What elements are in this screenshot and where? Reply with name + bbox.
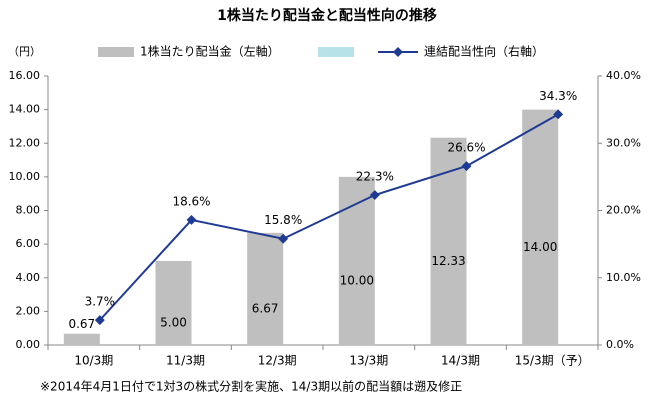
- bar-value-label: 10.00: [340, 273, 374, 287]
- y-tick-label: 2.00: [16, 304, 41, 317]
- footnote: ※2014年4月1日付で1対3の株式分割を実施、14/3期以前の配当額は遡及修正: [40, 379, 462, 394]
- line-value-label: 26.6%: [447, 141, 485, 155]
- legend-label: 連結配当性向（右軸）: [424, 44, 544, 59]
- x-tick-label: 11/3期: [166, 354, 205, 368]
- y-tick-label: 14.00: [9, 103, 41, 116]
- y-tick-label: 0.00: [16, 338, 41, 351]
- y-tick-label: 6.00: [16, 237, 41, 250]
- line-value-label: 22.3%: [356, 170, 394, 184]
- line-value-label: 15.8%: [264, 213, 302, 227]
- line-value-label: 18.6%: [172, 194, 210, 208]
- bar-value-label: 14.00: [523, 240, 557, 254]
- legend-label: 1株当たり配当金（左軸）: [140, 44, 280, 59]
- y-tick-label: 16.00: [9, 69, 41, 82]
- x-tick-label: 10/3期: [74, 354, 113, 368]
- chart-title: 1株当たり配当金と配当性向の推移: [217, 7, 437, 24]
- x-tick-label: 13/3期: [349, 354, 388, 368]
- x-tick-label: 15/3期（予）: [515, 354, 590, 368]
- y2-tick-label: 30.0%: [606, 136, 641, 149]
- legend-swatch: [318, 47, 354, 57]
- bar-value-label: 12.33: [431, 254, 465, 268]
- bar: [338, 176, 375, 345]
- y-axis-label: （円）: [8, 45, 41, 58]
- line-value-label: 34.3%: [539, 89, 577, 103]
- bar-value-label: 5.00: [160, 315, 187, 329]
- y-tick-label: 8.00: [16, 204, 41, 217]
- bar: [155, 260, 192, 345]
- y-tick-label: 12.00: [9, 136, 41, 149]
- x-tick-label: 14/3期: [441, 354, 480, 368]
- line-marker: [461, 161, 472, 172]
- y2-tick-label: 20.0%: [606, 204, 641, 217]
- x-tick-label: 12/3期: [258, 354, 297, 368]
- line-marker: [186, 214, 197, 225]
- bar: [63, 333, 100, 345]
- legend-swatch: [98, 47, 134, 57]
- line-marker: [553, 109, 564, 120]
- bar-value-label: 0.67: [68, 317, 95, 331]
- bar-value-label: 6.67: [252, 301, 279, 315]
- line-marker: [369, 190, 380, 200]
- legend-marker: [393, 47, 403, 57]
- y2-tick-label: 0.0%: [606, 338, 634, 351]
- line: [99, 113, 559, 321]
- bar: [522, 109, 559, 345]
- bar: [247, 232, 284, 345]
- y2-tick-label: 40.0%: [606, 69, 641, 82]
- y-tick-label: 10.00: [9, 170, 41, 183]
- line-marker: [278, 233, 289, 244]
- y-tick-label: 4.00: [16, 271, 41, 284]
- y2-tick-label: 10.0%: [606, 271, 641, 284]
- line-value-label: 3.7%: [85, 295, 116, 309]
